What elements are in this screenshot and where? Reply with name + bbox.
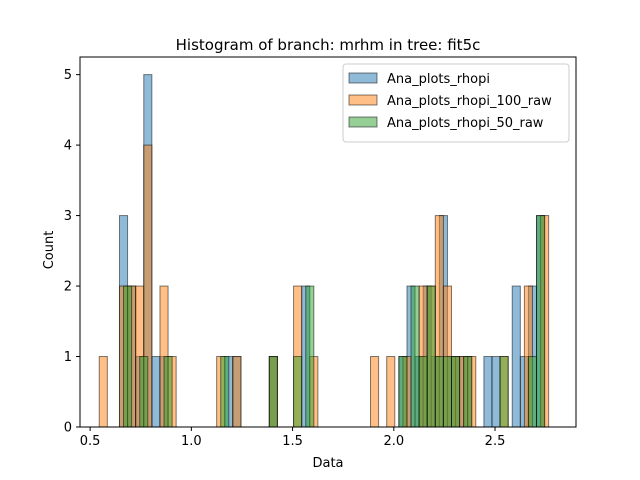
x-axis: 0.5 1.0 1.5 2.0 2.5 [80,427,506,449]
y-tick-label: 1 [64,350,72,365]
histogram-bar-series-3-bin-7 [305,285,315,428]
histogram-bar-series-1-bin-22 [511,285,521,428]
legend-swatch [348,72,378,84]
chart-title: Histogram of branch: mrhm in tree: fit5c [176,36,481,54]
histogram-bar-series-3-bin-10 [418,356,428,428]
histogram-bar-series-1-bin-20 [483,356,493,428]
histogram-bar-series-3-bin-2 [139,356,149,428]
legend-entry-label: Ana_plots_rhopi_50_raw [387,116,544,131]
histogram-bar-series-3-bin-8 [398,356,408,428]
histogram-bar-series-3-bin-1 [123,285,133,428]
y-tick-label: 2 [64,280,72,295]
y-axis: 0 1 2 3 4 5 [64,68,80,436]
histogram-bar-series-3-bin-13 [442,356,452,428]
histogram-bar-series-3-bin-14 [450,356,461,428]
x-axis-label: Data [312,456,343,471]
x-tick-label: 2.0 [383,434,404,449]
histogram-bar-series-3-bin-16 [499,356,509,428]
histogram-bar-series-1-bin-5 [151,356,161,428]
y-tick-label: 4 [64,139,72,154]
x-tick-label: 1.0 [181,434,202,449]
histogram-bar-series-3-bin-5 [268,356,278,428]
histogram-bar-series-3-bin-17 [527,356,538,428]
histogram-bar-series-2-bin-1 [98,356,108,428]
histogram-bar-series-3-bin-4 [220,356,230,428]
histogram-bar-series-3-bin-18 [536,215,546,428]
histogram-bar-series-2-bin-14 [386,356,396,428]
histogram-bar-series-3-bin-15 [463,356,473,428]
histogram-bar-series-2-bin-9 [232,356,242,428]
legend-box [342,63,570,143]
histogram-bar-series-1-bin-21 [491,356,501,428]
legend-entry-label: Ana_plots_rhopi_100_raw [387,94,552,109]
y-tick-label: 3 [64,209,72,224]
y-tick-label: 0 [64,421,72,436]
histogram-bar-series-3-bin-3 [163,356,173,428]
y-axis-label: Count [42,231,57,270]
plot-frame [79,56,577,428]
legend-swatch [348,94,378,106]
legend-entry-label: Ana_plots_rhopi [387,72,490,87]
histogram-bar-series-3-bin-9 [410,285,420,428]
histogram-bar-series-3-bin-6 [293,356,303,428]
x-tick-label: 0.5 [80,434,101,449]
legend-swatch [348,116,378,128]
legend: Ana_plots_rhopi Ana_plots_rhopi_100_raw An… [342,63,570,143]
y-tick-label: 5 [64,68,72,83]
x-tick-label: 2.5 [485,434,506,449]
x-tick-label: 1.5 [282,434,303,449]
histogram-bar-series-2-bin-13 [370,356,380,428]
histogram-bar-series-3-bin-11 [426,285,436,428]
histogram-bar-series-3-bin-12 [434,356,444,428]
